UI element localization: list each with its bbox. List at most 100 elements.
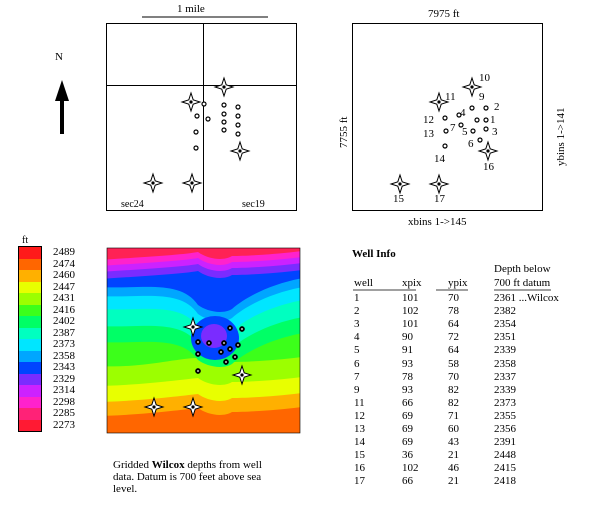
depth-cell: 2354 <box>494 318 516 331</box>
legend-value: 2460 <box>53 269 75 281</box>
well-star-icon <box>231 364 253 386</box>
well-dot-icon <box>221 111 227 117</box>
well-number-cell: 17 <box>354 475 365 488</box>
well-star-icon <box>213 76 235 98</box>
well-number-cell: 5 <box>354 344 360 357</box>
xpix-cell: 36 <box>402 449 413 462</box>
well-number-cell: 13 <box>354 423 365 435</box>
legend-swatch <box>19 385 41 397</box>
well-dot-icon <box>442 115 448 121</box>
ypix-cell: 64 <box>448 344 459 357</box>
xpix-cell: 101 <box>402 318 419 331</box>
well-star-icon <box>181 172 203 194</box>
well-number-17: 17 <box>434 193 445 205</box>
sec19-label: sec19 <box>242 199 265 210</box>
ypix-cell: 72 <box>448 331 459 344</box>
well-dot-icon <box>458 122 464 128</box>
well-dot-icon <box>469 105 475 111</box>
well-dot-icon <box>205 116 211 122</box>
legend-swatch <box>19 350 41 362</box>
xpix-cell: 66 <box>402 396 413 409</box>
sec24-label: sec24 <box>121 199 144 210</box>
well-star-icon <box>143 396 165 418</box>
legend-value: 2373 <box>53 338 75 350</box>
well-dot-icon <box>470 128 476 134</box>
well-star-icon <box>142 172 164 194</box>
well-number-cell: 4 <box>354 331 360 344</box>
xpix-cell: 101 <box>402 292 419 304</box>
ypix-cell: 70 <box>448 370 459 383</box>
color-legend <box>18 246 42 432</box>
well-dot-icon <box>235 131 241 137</box>
well-number-7: 7 <box>450 122 456 134</box>
well-number-5: 5 <box>462 126 468 138</box>
well-dot-icon <box>443 128 449 134</box>
depth-cell: 2355 <box>494 409 516 422</box>
xpix-cell: 102 <box>402 305 419 318</box>
well-star-icon <box>182 316 204 338</box>
depth-cell: 2337 <box>494 370 516 383</box>
well-number-cell: 3 <box>354 318 360 331</box>
well-dot-icon <box>483 126 489 132</box>
well-info-title: Well Info <box>352 248 396 260</box>
well-dot-icon <box>194 113 200 119</box>
legend-swatch <box>19 258 41 270</box>
depth-cell: 2373 <box>494 396 516 409</box>
well-number-14: 14 <box>434 153 445 165</box>
depth-cell: 2356 <box>494 423 516 435</box>
legend-value: 2298 <box>53 395 75 408</box>
well-dot-icon <box>221 119 227 125</box>
xpix-cell: 90 <box>402 331 413 344</box>
ypix-cell: 70 <box>448 292 459 304</box>
legend-swatch <box>19 362 41 374</box>
well-number-16: 16 <box>483 161 494 173</box>
well-star-icon <box>182 396 204 418</box>
ypix-cell: 78 <box>448 305 459 318</box>
xpix-cell: 69 <box>402 423 413 435</box>
legend-value: 2285 <box>53 407 75 419</box>
col-header-well: well <box>354 277 373 289</box>
well-dot-icon <box>193 129 199 135</box>
well-number-15: 15 <box>393 193 404 205</box>
legend-swatch <box>19 396 41 408</box>
depth-band <box>107 248 300 260</box>
depth-cell: 2358 <box>494 357 516 370</box>
well-number-12: 12 <box>423 114 434 126</box>
well-dot-icon <box>235 122 241 128</box>
well-number-cell: 16 <box>354 462 365 475</box>
well-number-1: 1 <box>490 114 496 126</box>
well-star-icon <box>229 140 251 162</box>
well-number-4: 4 <box>460 107 466 119</box>
xpix-cell: 69 <box>402 436 413 449</box>
ypix-cell: 21 <box>448 449 459 462</box>
well-number-3: 3 <box>492 126 498 138</box>
ypix-cell: 46 <box>448 462 459 475</box>
legend-value: 2474 <box>53 257 75 270</box>
legend-swatch <box>19 316 41 328</box>
well-star-icon <box>477 140 499 162</box>
legend-value: 2431 <box>53 292 75 304</box>
depth-cell: 2339 <box>494 344 516 357</box>
well-dot-icon <box>193 145 199 151</box>
well-dot-icon <box>201 101 207 107</box>
ypix-cell: 21 <box>448 475 459 488</box>
well-number-cell: 7 <box>354 370 360 383</box>
well-number-cell: 14 <box>354 436 365 449</box>
legend-swatch <box>19 270 41 282</box>
ypix-cell: 82 <box>448 396 459 409</box>
well-dot-icon <box>483 117 489 123</box>
xpix-cell: 66 <box>402 475 413 488</box>
well-number-cell: 15 <box>354 449 365 462</box>
xpix-cell: 93 <box>402 383 413 396</box>
legend-value: 2416 <box>53 303 75 316</box>
legend-swatch <box>19 339 41 351</box>
well-dot-icon <box>456 112 462 118</box>
legend-value: 2387 <box>53 326 75 339</box>
depth-cell: 2361 ...Wilcox <box>494 292 559 304</box>
col-header-depth: 700 ft datum <box>494 277 551 289</box>
depth-cell: 2448 <box>494 449 516 462</box>
